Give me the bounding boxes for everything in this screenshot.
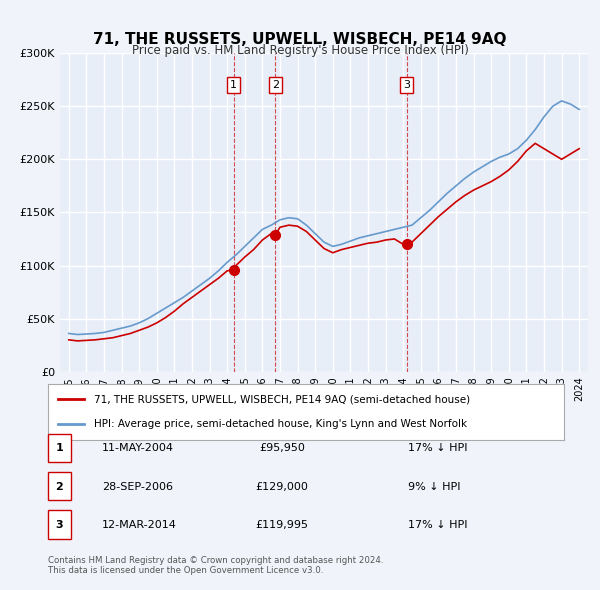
Text: 2: 2	[56, 482, 63, 491]
Text: £119,995: £119,995	[256, 520, 308, 530]
Text: 17% ↓ HPI: 17% ↓ HPI	[408, 520, 467, 530]
Text: 3: 3	[403, 80, 410, 90]
Text: HPI: Average price, semi-detached house, King's Lynn and West Norfolk: HPI: Average price, semi-detached house,…	[94, 419, 467, 429]
Text: 3: 3	[56, 520, 63, 530]
Text: £95,950: £95,950	[259, 444, 305, 453]
Text: £129,000: £129,000	[256, 482, 308, 491]
Text: 1: 1	[56, 444, 63, 453]
Text: 9% ↓ HPI: 9% ↓ HPI	[408, 482, 461, 491]
Text: 2: 2	[272, 80, 279, 90]
Text: 71, THE RUSSETS, UPWELL, WISBECH, PE14 9AQ (semi-detached house): 71, THE RUSSETS, UPWELL, WISBECH, PE14 9…	[94, 394, 470, 404]
Text: Contains HM Land Registry data © Crown copyright and database right 2024.
This d: Contains HM Land Registry data © Crown c…	[48, 556, 383, 575]
Text: 11-MAY-2004: 11-MAY-2004	[102, 444, 174, 453]
Text: 28-SEP-2006: 28-SEP-2006	[102, 482, 173, 491]
Text: 1: 1	[230, 80, 237, 90]
Text: 12-MAR-2014: 12-MAR-2014	[102, 520, 177, 530]
Text: 17% ↓ HPI: 17% ↓ HPI	[408, 444, 467, 453]
Text: 71, THE RUSSETS, UPWELL, WISBECH, PE14 9AQ: 71, THE RUSSETS, UPWELL, WISBECH, PE14 9…	[93, 32, 507, 47]
Text: Price paid vs. HM Land Registry's House Price Index (HPI): Price paid vs. HM Land Registry's House …	[131, 44, 469, 57]
